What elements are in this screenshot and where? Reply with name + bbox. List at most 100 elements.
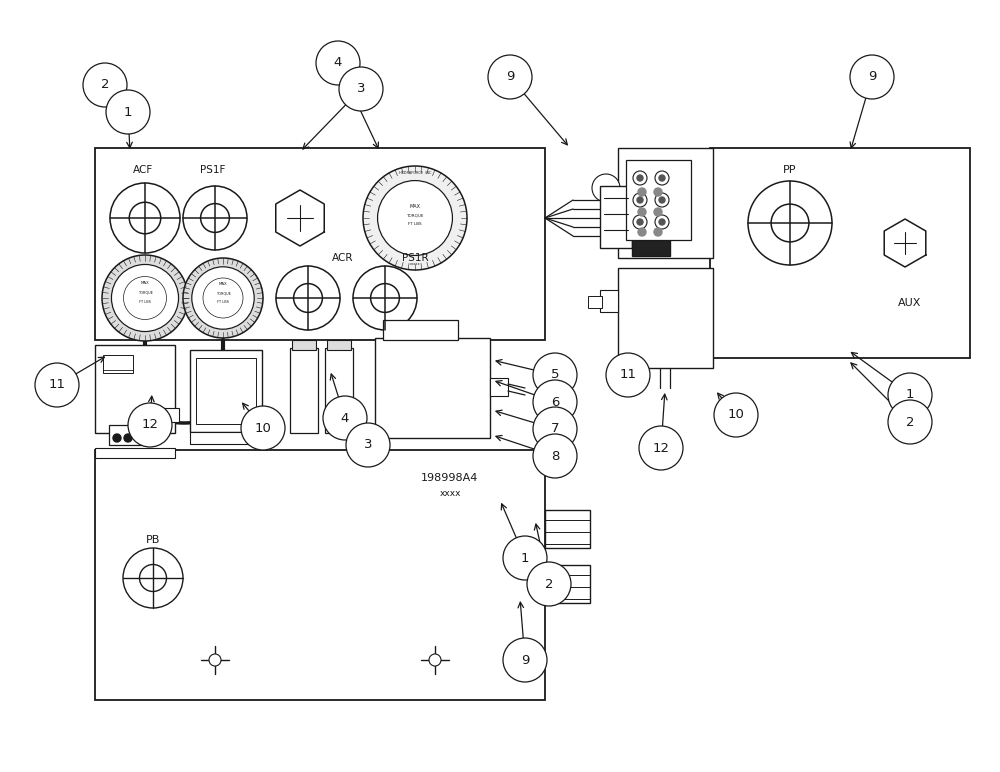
Circle shape: [638, 228, 646, 236]
Bar: [325, 348, 353, 433]
Bar: [618, 268, 713, 368]
Text: HYDRAFORCE  INC: HYDRAFORCE INC: [399, 171, 431, 175]
Circle shape: [488, 55, 532, 99]
Text: 3: 3: [364, 438, 372, 452]
Text: 10: 10: [255, 422, 271, 435]
Text: 8: 8: [551, 449, 559, 462]
Text: AUX: AUX: [898, 298, 922, 308]
Circle shape: [533, 434, 577, 478]
Circle shape: [654, 188, 662, 196]
Text: 1: 1: [521, 551, 529, 564]
Bar: [190, 432, 262, 444]
Bar: [600, 290, 618, 312]
Circle shape: [35, 363, 79, 407]
Circle shape: [533, 380, 577, 424]
Circle shape: [316, 41, 360, 85]
Circle shape: [850, 55, 894, 99]
Bar: [600, 186, 632, 248]
Circle shape: [527, 562, 571, 606]
Text: 6: 6: [551, 395, 559, 408]
Text: FT LBS: FT LBS: [139, 300, 151, 304]
Circle shape: [294, 283, 322, 313]
Circle shape: [655, 193, 669, 207]
Circle shape: [201, 204, 229, 232]
Text: 1: 1: [124, 106, 132, 118]
Circle shape: [637, 197, 643, 203]
Text: TORQUE: TORQUE: [138, 291, 152, 295]
Bar: [588, 296, 602, 308]
Text: 9: 9: [521, 654, 529, 666]
Text: TORQUE: TORQUE: [216, 291, 230, 295]
Bar: [545, 565, 590, 603]
Circle shape: [83, 63, 127, 107]
Circle shape: [659, 175, 665, 181]
Circle shape: [209, 654, 221, 666]
Circle shape: [639, 426, 683, 470]
Circle shape: [533, 407, 577, 451]
Circle shape: [637, 175, 643, 181]
Bar: [109, 425, 151, 445]
Circle shape: [124, 276, 166, 320]
Bar: [710, 148, 970, 358]
Bar: [383, 320, 458, 340]
Circle shape: [102, 255, 188, 341]
Circle shape: [346, 423, 390, 467]
Text: 12: 12: [652, 442, 670, 455]
Circle shape: [203, 278, 243, 318]
Text: 11: 11: [48, 378, 66, 391]
Text: 12: 12: [142, 418, 158, 432]
Bar: [292, 340, 316, 350]
Text: FT LBS: FT LBS: [408, 222, 422, 226]
Circle shape: [276, 266, 340, 330]
Text: ACR: ACR: [332, 253, 354, 263]
Circle shape: [771, 204, 809, 242]
Circle shape: [659, 197, 665, 203]
Bar: [618, 148, 713, 258]
Bar: [632, 178, 670, 256]
Text: 4: 4: [341, 411, 349, 425]
Circle shape: [592, 174, 620, 202]
Circle shape: [378, 181, 452, 256]
Circle shape: [606, 353, 650, 397]
Circle shape: [637, 219, 643, 225]
Bar: [157, 408, 179, 422]
Text: 5: 5: [551, 368, 559, 381]
Circle shape: [241, 406, 285, 450]
Circle shape: [353, 266, 417, 330]
Circle shape: [323, 396, 367, 440]
Circle shape: [339, 67, 383, 111]
Circle shape: [192, 267, 254, 329]
Circle shape: [655, 171, 669, 185]
Circle shape: [128, 403, 172, 447]
Text: PP: PP: [783, 165, 797, 175]
Text: 9: 9: [868, 70, 876, 83]
Circle shape: [633, 171, 647, 185]
Circle shape: [533, 353, 577, 397]
Text: FT LBS: FT LBS: [217, 300, 229, 304]
Circle shape: [638, 208, 646, 216]
Bar: [545, 510, 590, 548]
Text: MAX: MAX: [141, 281, 149, 285]
Circle shape: [183, 258, 263, 338]
Bar: [103, 355, 133, 373]
Circle shape: [113, 434, 121, 442]
Text: 198998A4: 198998A4: [421, 473, 479, 483]
Circle shape: [748, 181, 832, 265]
Text: PB: PB: [146, 535, 160, 545]
Circle shape: [129, 202, 161, 234]
Circle shape: [659, 219, 665, 225]
Circle shape: [135, 434, 143, 442]
Circle shape: [123, 548, 183, 608]
Bar: [196, 358, 256, 424]
Circle shape: [888, 373, 932, 417]
Bar: [327, 340, 351, 350]
Text: 9: 9: [506, 70, 514, 83]
Bar: [95, 448, 175, 458]
Text: TORQUE: TORQUE: [406, 213, 424, 218]
Circle shape: [140, 564, 166, 591]
Text: PS1F: PS1F: [200, 165, 226, 175]
Text: 3: 3: [357, 83, 365, 96]
Circle shape: [124, 434, 132, 442]
Bar: [95, 450, 545, 700]
Circle shape: [363, 166, 467, 270]
